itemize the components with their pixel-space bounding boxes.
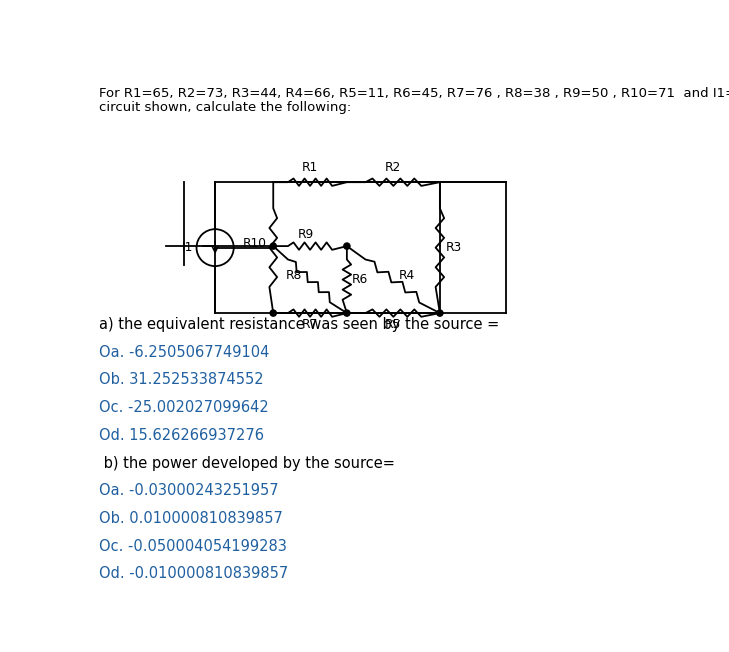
Text: R4: R4 xyxy=(399,269,415,282)
Text: R3: R3 xyxy=(446,241,462,254)
Text: R5: R5 xyxy=(385,318,402,331)
Text: b) the power developed by the source=: b) the power developed by the source= xyxy=(99,456,394,471)
Text: Ob. 0.010000810839857: Ob. 0.010000810839857 xyxy=(99,511,283,526)
Text: a) the equivalent resistance was seen by the source =: a) the equivalent resistance was seen by… xyxy=(99,317,499,332)
Circle shape xyxy=(437,310,443,316)
Text: R10: R10 xyxy=(243,237,267,250)
Text: R9: R9 xyxy=(298,228,314,241)
Text: R8: R8 xyxy=(286,269,303,282)
Circle shape xyxy=(270,243,276,249)
Text: For R1=65, R2=73, R3=44, R4=66, R5=11, R6=45, R7=76 , R8=38 , R9=50 , R10=71  an: For R1=65, R2=73, R3=44, R4=66, R5=11, R… xyxy=(99,87,729,100)
Text: R1: R1 xyxy=(302,162,318,175)
Circle shape xyxy=(270,310,276,316)
Text: R7: R7 xyxy=(302,318,318,331)
Text: Oc. -25.002027099642: Oc. -25.002027099642 xyxy=(99,400,268,415)
Text: Od. 15.626266937276: Od. 15.626266937276 xyxy=(99,428,264,443)
Text: Oc. -0.050004054199283: Oc. -0.050004054199283 xyxy=(99,539,286,554)
Text: Oa. -0.03000243251957: Oa. -0.03000243251957 xyxy=(99,483,278,498)
Text: circuit shown, calculate the following:: circuit shown, calculate the following: xyxy=(99,101,351,114)
Text: Od. -0.010000810839857: Od. -0.010000810839857 xyxy=(99,567,288,582)
Text: R6: R6 xyxy=(351,273,367,286)
Text: R2: R2 xyxy=(385,162,402,175)
Circle shape xyxy=(344,310,350,316)
Circle shape xyxy=(344,243,350,249)
Text: I1: I1 xyxy=(182,241,192,254)
Text: Oa. -6.2505067749104: Oa. -6.2505067749104 xyxy=(99,345,269,360)
Text: Ob. 31.252533874552: Ob. 31.252533874552 xyxy=(99,372,263,387)
